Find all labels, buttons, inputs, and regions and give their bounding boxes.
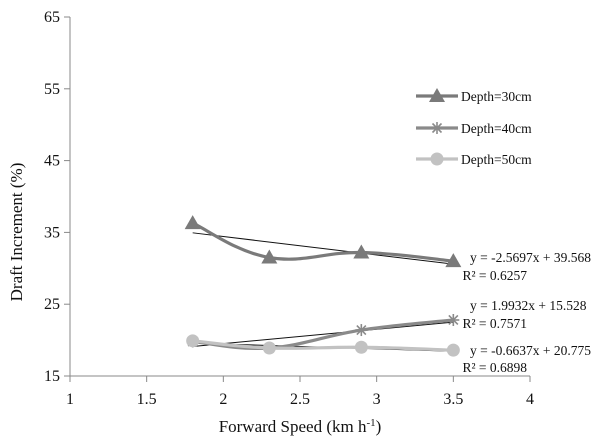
data-point <box>353 244 370 259</box>
data-point <box>262 341 276 355</box>
data-point <box>445 253 462 268</box>
trendline-2 <box>192 321 454 347</box>
trendlines <box>192 232 454 352</box>
legend-label-2: Depth=40cm <box>461 121 532 136</box>
y-axis-title: Draft Increment (%) <box>7 163 26 302</box>
series-lines <box>191 221 454 352</box>
data-point <box>261 249 278 264</box>
axes: 15 25 35 45 55 65 1 1.5 2 2.5 3 3.5 4 <box>44 9 534 408</box>
y-tick-label: 45 <box>44 153 60 170</box>
legend-label-3: Depth=50cm <box>461 152 532 167</box>
trend-r-squared: R² = 0.6898 <box>462 360 527 375</box>
y-tick-label: 25 <box>44 296 60 313</box>
legend-label-1: Depth=30cm <box>461 89 532 104</box>
x-tick-label: 3 <box>373 391 381 408</box>
y-tick-label: 35 <box>44 224 60 241</box>
x-tick-label: 2.5 <box>290 391 310 408</box>
series-line-3 <box>192 339 454 352</box>
x-tick-label: 4 <box>526 391 534 408</box>
legend: Depth=30cm Depth=40cm Depth=50cm <box>416 88 532 167</box>
legend-marker-3 <box>430 152 444 166</box>
trend-r-squared: R² = 0.6257 <box>462 268 527 283</box>
markers <box>184 215 462 357</box>
y-tick-label: 15 <box>44 368 60 385</box>
series-line-2 <box>192 318 454 351</box>
trend-equation: y = 1.9932x + 15.528 <box>470 298 587 313</box>
data-point <box>446 343 460 357</box>
data-point <box>355 324 368 337</box>
x-tick-label: 1.5 <box>137 391 157 408</box>
trend-equation: y = -0.6637x + 20.775 <box>470 343 591 358</box>
x-tick-label: 3.5 <box>443 391 463 408</box>
data-point <box>447 313 460 326</box>
trend-equation: y = -2.5697x + 39.568 <box>470 250 591 265</box>
trend-equations: y = -2.5697x + 39.568 R² = 0.6257 y = 1.99… <box>462 250 591 375</box>
x-axis-title: Forward Speed (km h-1) <box>219 417 382 436</box>
legend-marker-2 <box>431 122 443 134</box>
series-line-1 <box>191 221 454 263</box>
trend-r-squared: R² = 0.7571 <box>462 316 527 331</box>
y-tick-label: 65 <box>44 9 60 26</box>
legend-marker-1 <box>429 88 445 102</box>
data-point <box>354 340 368 354</box>
data-point <box>186 334 200 348</box>
x-tick-label: 1 <box>66 391 74 408</box>
trendline-1 <box>192 232 454 265</box>
x-tick-label: 2 <box>219 391 227 408</box>
data-point <box>184 215 201 230</box>
y-tick-label: 55 <box>44 81 60 98</box>
